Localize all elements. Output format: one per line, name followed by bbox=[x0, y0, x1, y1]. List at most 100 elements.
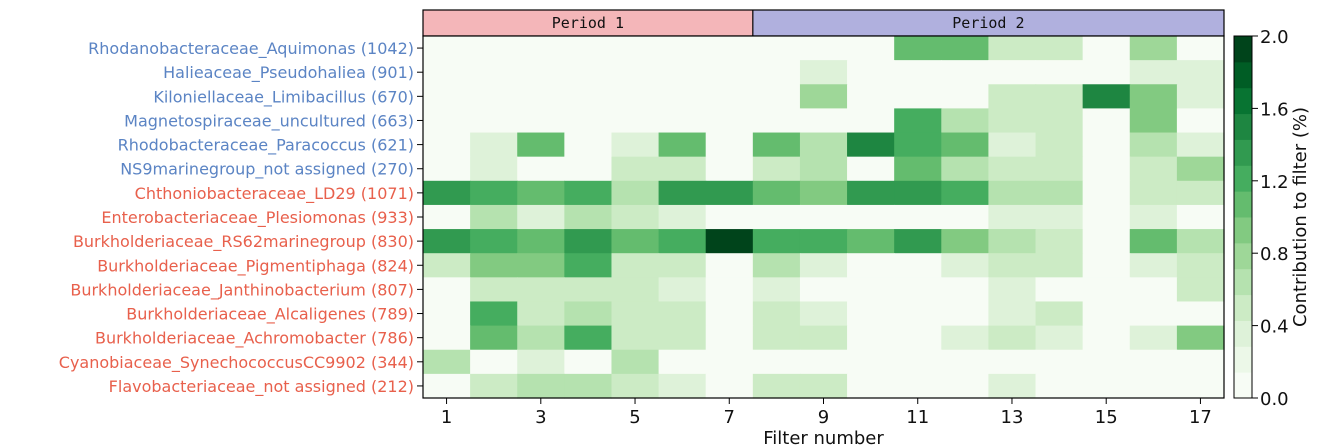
heatmap-cell bbox=[799, 60, 848, 85]
heatmap-cell bbox=[1176, 84, 1225, 109]
x-axis-label: Filter number bbox=[763, 428, 884, 447]
heatmap-cell bbox=[799, 108, 848, 134]
heatmap-cell bbox=[517, 325, 565, 351]
heatmap-cell bbox=[1176, 373, 1225, 399]
x-tick-label: 11 bbox=[906, 407, 929, 428]
heatmap-cell bbox=[1129, 204, 1178, 230]
x-tick-label: 3 bbox=[535, 407, 546, 428]
heatmap-cell bbox=[847, 156, 895, 182]
heatmap-cell bbox=[799, 325, 848, 351]
heatmap-cell bbox=[517, 373, 565, 399]
heatmap-cell bbox=[847, 325, 895, 351]
heatmap-cell bbox=[799, 229, 848, 254]
heatmap-cell bbox=[752, 204, 801, 230]
heatmap-cell bbox=[611, 277, 660, 303]
heatmap-cell bbox=[423, 373, 471, 399]
heatmap-cell bbox=[894, 301, 942, 327]
heatmap-cell bbox=[611, 156, 660, 182]
heatmap-cell bbox=[611, 349, 660, 375]
heatmap-cell bbox=[658, 84, 707, 109]
heatmap-cell bbox=[470, 253, 518, 278]
heatmap-cell bbox=[564, 373, 613, 399]
heatmap-cell bbox=[1129, 108, 1178, 134]
heatmap-cell bbox=[1129, 373, 1178, 399]
heatmap-cell bbox=[1082, 132, 1131, 158]
heatmap-cell bbox=[752, 84, 801, 109]
heatmap-cell bbox=[423, 253, 471, 278]
heatmap-cell bbox=[658, 301, 707, 327]
heatmap-cell bbox=[894, 84, 942, 109]
heatmap-cell bbox=[941, 373, 990, 399]
heatmap-cell bbox=[1082, 349, 1131, 375]
heatmap-cell bbox=[752, 229, 801, 254]
heatmap-cell bbox=[988, 325, 1037, 351]
heatmap-cell bbox=[1129, 132, 1178, 158]
heatmap-cell bbox=[705, 373, 754, 399]
heatmap-cell bbox=[988, 204, 1037, 230]
heatmap-cell bbox=[847, 277, 895, 303]
heatmap-cell bbox=[847, 36, 895, 61]
heatmap-cell bbox=[1176, 204, 1225, 230]
heatmap-cell bbox=[1129, 325, 1178, 351]
heatmap-cell bbox=[705, 60, 754, 85]
heatmap-cell bbox=[894, 60, 942, 85]
heatmap-cell bbox=[941, 349, 990, 375]
heatmap-cell bbox=[894, 325, 942, 351]
heatmap-cell bbox=[1129, 36, 1178, 61]
heatmap-cell bbox=[941, 84, 990, 109]
heatmap-cell bbox=[988, 36, 1037, 61]
heatmap-cell bbox=[1176, 180, 1225, 206]
heatmap-cell bbox=[894, 277, 942, 303]
heatmap-cell bbox=[705, 277, 754, 303]
x-tick-label: 1 bbox=[441, 407, 452, 428]
colorbar-bin bbox=[1234, 268, 1252, 296]
heatmap-cell bbox=[1129, 60, 1178, 85]
heatmap-cell bbox=[611, 180, 660, 206]
heatmap-cell bbox=[705, 180, 754, 206]
heatmap-cell bbox=[941, 36, 990, 61]
heatmap-cell bbox=[564, 180, 613, 206]
heatmap-cell bbox=[894, 156, 942, 182]
colorbar-bin bbox=[1234, 87, 1252, 115]
heatmap-cell bbox=[941, 229, 990, 254]
heatmap-cell bbox=[894, 229, 942, 254]
heatmap-cell bbox=[988, 301, 1037, 327]
row-labels: Rhodanobacteraceae_Aquimonas (1042) Halie… bbox=[59, 39, 423, 397]
heatmap-cell bbox=[611, 204, 660, 230]
heatmap-cell bbox=[1035, 325, 1084, 351]
x-tick-label: 7 bbox=[724, 407, 735, 428]
heatmap-cell bbox=[564, 132, 613, 158]
heatmap-cell bbox=[1035, 229, 1084, 254]
heatmap-cell bbox=[1176, 60, 1225, 85]
heatmap-cell bbox=[1035, 301, 1084, 327]
heatmap-cell bbox=[470, 108, 518, 134]
heatmap-cell bbox=[894, 36, 942, 61]
heatmap-cell bbox=[752, 373, 801, 399]
heatmap-cell bbox=[847, 253, 895, 278]
heatmap-cell bbox=[423, 349, 471, 375]
colorbar-tick-label: 0.0 bbox=[1260, 389, 1289, 410]
heatmap-cell bbox=[423, 36, 471, 61]
heatmap-cell bbox=[752, 253, 801, 278]
heatmap-cell bbox=[564, 36, 613, 61]
row-label: Burkholderiaceae_RS62marinegroup (830) bbox=[73, 232, 414, 252]
period-band-1 bbox=[423, 10, 753, 36]
heatmap-cell bbox=[894, 253, 942, 278]
heatmap-cell bbox=[847, 373, 895, 399]
heatmap-cell bbox=[423, 60, 471, 85]
heatmap-cell bbox=[988, 108, 1037, 134]
heatmap-cell bbox=[1082, 229, 1131, 254]
heatmap-cell bbox=[941, 325, 990, 351]
colorbar-bin bbox=[1234, 36, 1252, 63]
colorbar-bin bbox=[1234, 320, 1252, 347]
heatmap-cell bbox=[423, 108, 471, 134]
heatmap-cell bbox=[1129, 156, 1178, 182]
heatmap-cell bbox=[1129, 301, 1178, 327]
row-label: Enterobacteriaceae_Plesiomonas (933) bbox=[101, 208, 414, 228]
heatmap-cell bbox=[611, 36, 660, 61]
heatmap-cell bbox=[1035, 373, 1084, 399]
heatmap-cell bbox=[894, 373, 942, 399]
colorbar-frame bbox=[1233, 35, 1253, 399]
heatmap-cell bbox=[752, 301, 801, 327]
